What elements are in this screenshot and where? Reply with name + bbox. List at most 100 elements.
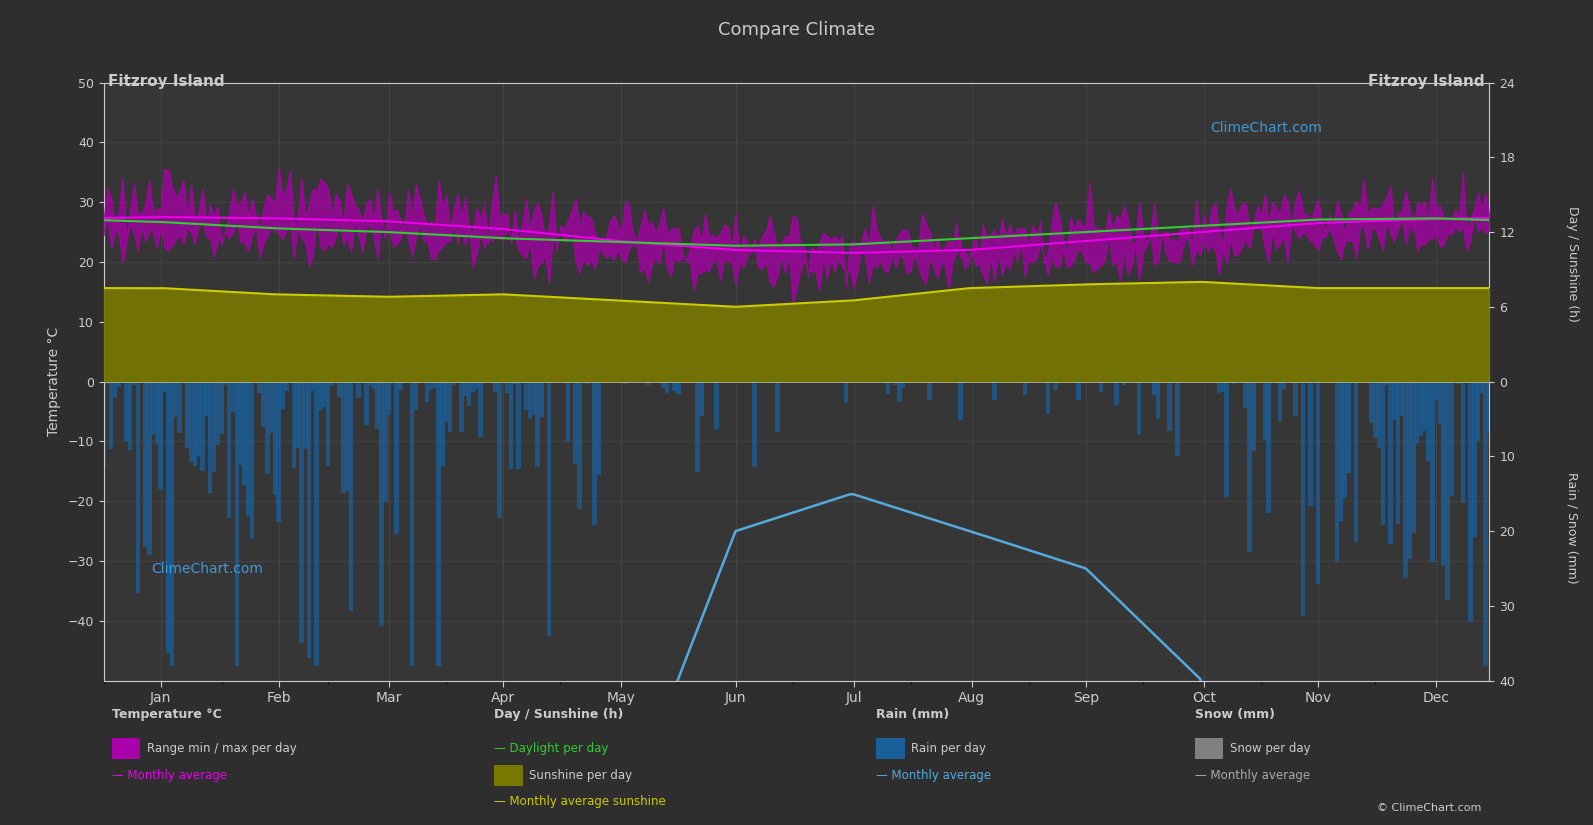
Bar xyxy=(900,381,905,388)
Bar xyxy=(675,381,680,394)
Bar xyxy=(1488,381,1491,432)
Bar xyxy=(661,381,666,388)
Bar xyxy=(108,381,113,450)
Bar xyxy=(223,381,228,385)
Bar xyxy=(429,381,433,389)
Bar xyxy=(546,381,551,635)
Bar xyxy=(242,381,247,485)
Bar xyxy=(645,381,650,385)
Text: ClimeChart.com: ClimeChart.com xyxy=(151,563,263,576)
Bar xyxy=(505,381,510,394)
Bar xyxy=(467,381,472,406)
Bar xyxy=(409,381,414,666)
Bar xyxy=(190,381,193,462)
Bar xyxy=(585,381,589,384)
Bar xyxy=(1075,381,1080,400)
Bar xyxy=(1384,381,1389,384)
Bar xyxy=(1263,381,1266,440)
Bar xyxy=(1419,381,1423,436)
Bar xyxy=(1472,381,1477,537)
Bar xyxy=(226,381,231,518)
Bar xyxy=(307,381,312,658)
Bar xyxy=(1045,381,1050,414)
Bar xyxy=(264,381,269,474)
Bar xyxy=(357,381,362,398)
Bar xyxy=(295,381,299,448)
Bar xyxy=(538,381,543,417)
Text: Compare Climate: Compare Climate xyxy=(718,21,875,39)
Bar xyxy=(1152,381,1157,395)
Bar xyxy=(182,381,186,383)
Bar xyxy=(398,381,403,390)
Bar xyxy=(258,381,261,393)
Bar xyxy=(272,381,277,495)
Bar xyxy=(280,381,285,408)
Bar xyxy=(284,381,288,391)
Bar xyxy=(1483,381,1488,666)
Bar xyxy=(516,381,521,469)
Bar xyxy=(303,381,307,450)
Bar xyxy=(1480,381,1485,394)
Text: — Monthly average: — Monthly average xyxy=(1195,769,1309,782)
Bar xyxy=(1373,381,1378,437)
Bar xyxy=(414,381,417,410)
Bar xyxy=(349,381,354,610)
Text: © ClimeChart.com: © ClimeChart.com xyxy=(1376,803,1481,813)
Bar xyxy=(886,381,890,394)
Bar xyxy=(239,381,242,464)
Bar xyxy=(127,381,132,450)
Bar xyxy=(1461,381,1466,502)
Bar xyxy=(1282,381,1286,389)
Bar xyxy=(158,381,162,488)
Bar xyxy=(1400,381,1403,416)
Bar xyxy=(327,381,330,465)
Text: Fitzroy Island: Fitzroy Island xyxy=(1368,74,1485,89)
Bar xyxy=(322,381,327,407)
Bar xyxy=(376,381,381,429)
Bar xyxy=(1217,381,1222,393)
Bar xyxy=(566,381,570,441)
Bar xyxy=(577,381,581,509)
Bar xyxy=(1431,381,1435,562)
Bar xyxy=(1168,381,1172,431)
Bar xyxy=(436,381,441,666)
Bar xyxy=(1346,381,1351,474)
Bar xyxy=(1231,381,1236,384)
Bar xyxy=(1157,381,1160,418)
Bar xyxy=(151,381,156,435)
Bar xyxy=(844,381,849,403)
Bar xyxy=(174,381,178,417)
Bar xyxy=(714,381,718,429)
Bar xyxy=(494,381,499,392)
Bar xyxy=(1423,381,1427,431)
Bar xyxy=(371,381,376,389)
Bar xyxy=(1225,381,1230,497)
Bar xyxy=(135,381,140,593)
Bar xyxy=(395,381,398,535)
Bar xyxy=(1176,381,1179,456)
Bar xyxy=(139,381,143,384)
Text: Snow (mm): Snow (mm) xyxy=(1195,708,1274,721)
Bar xyxy=(261,381,266,427)
Bar xyxy=(425,381,430,402)
Bar xyxy=(527,381,532,419)
Bar xyxy=(1278,381,1282,421)
Bar xyxy=(1053,381,1058,389)
Bar xyxy=(1392,381,1397,420)
Text: — Daylight per day: — Daylight per day xyxy=(494,742,609,755)
Text: Rain (mm): Rain (mm) xyxy=(876,708,949,721)
Bar xyxy=(162,381,167,392)
Text: Snow per day: Snow per day xyxy=(1230,742,1311,755)
Bar xyxy=(1195,738,1223,759)
Bar xyxy=(1376,381,1381,448)
Bar xyxy=(699,381,704,417)
Text: Sunshine per day: Sunshine per day xyxy=(529,769,632,782)
Bar xyxy=(1426,381,1431,461)
Bar xyxy=(207,381,212,493)
Bar xyxy=(433,381,436,389)
Bar xyxy=(475,381,479,389)
Bar xyxy=(1434,381,1438,399)
Bar xyxy=(193,381,198,466)
Bar xyxy=(1114,381,1118,405)
Bar xyxy=(1335,381,1340,563)
